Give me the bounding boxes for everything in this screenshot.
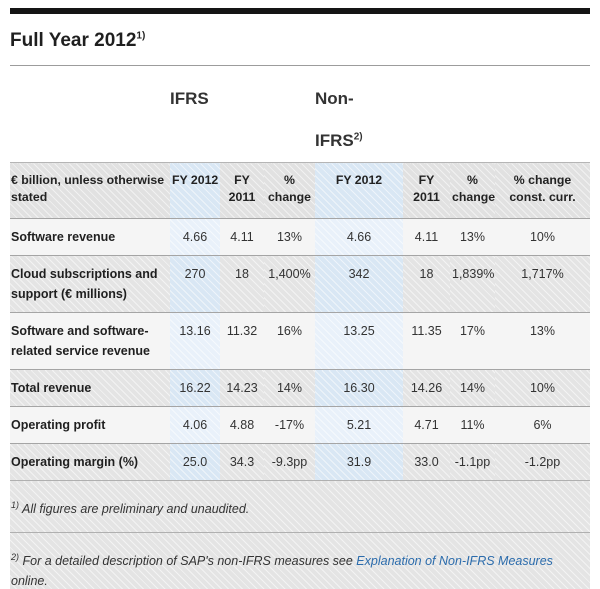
table-row-total-revenue: Total revenue 16.22 14.23 14% 16.30 14.2… xyxy=(10,369,590,407)
cell-value: 10% xyxy=(495,218,590,256)
row-label: Operating margin (%) xyxy=(10,443,170,481)
cell-value: 16.30 xyxy=(315,369,403,407)
cell-value: 18 xyxy=(403,255,450,313)
cell-value: 1,839% xyxy=(450,255,495,313)
cell-value: 25.0 xyxy=(170,443,220,481)
page-title-footnote-marker: 1) xyxy=(136,30,146,42)
footnote-1: 1) All figures are preliminary and unaud… xyxy=(10,480,590,533)
group-header-row: IFRS Non-IFRS2) xyxy=(10,66,590,163)
row-label: Operating profit xyxy=(10,406,170,444)
row-label: Total revenue xyxy=(10,369,170,407)
cell-value: -17% xyxy=(264,406,315,444)
group-header-ifrs: IFRS xyxy=(170,89,209,108)
page-title: Full Year 20121) xyxy=(10,14,590,66)
cell-value: 13.25 xyxy=(315,312,403,370)
cell-value: 4.71 xyxy=(403,406,450,444)
cell-value: 4.06 xyxy=(170,406,220,444)
footnote-1-row: 1) All figures are preliminary and unaud… xyxy=(10,480,590,533)
column-header-fy2011-ifrs: FY 2011 xyxy=(220,162,264,219)
cell-value: 14% xyxy=(450,369,495,407)
table-row-cloud-subscriptions: Cloud subscriptions and support (€ milli… xyxy=(10,255,590,313)
cell-value: 4.66 xyxy=(315,218,403,256)
cell-value: 14.26 xyxy=(403,369,450,407)
column-header-pct-change-const-curr: % change const. curr. xyxy=(495,162,590,219)
column-header-pct-change-ifrs: % change xyxy=(264,162,315,219)
row-label: Cloud subscriptions and support (€ milli… xyxy=(10,255,170,313)
footnote-1-text: All figures are preliminary and unaudite… xyxy=(22,502,250,517)
column-header-fy2012-nonifrs: FY 2012 xyxy=(315,162,403,219)
cell-value: 4.11 xyxy=(220,218,264,256)
cell-value: 13.16 xyxy=(170,312,220,370)
table-row-software-revenue: Software revenue 4.66 4.11 13% 4.66 4.11… xyxy=(10,218,590,256)
cell-value: -9.3pp xyxy=(264,443,315,481)
footnote-2-text-before: For a detailed description of SAP's non-… xyxy=(22,554,357,569)
cell-value: 17% xyxy=(450,312,495,370)
cell-value: -1.1pp xyxy=(450,443,495,481)
column-header-label: € billion, unless otherwise stated xyxy=(10,162,170,219)
cell-value: -1.2pp xyxy=(495,443,590,481)
footnote-2: 2) For a detailed description of SAP's n… xyxy=(10,532,590,589)
cell-value: 6% xyxy=(495,406,590,444)
column-header-fy2012-ifrs: FY 2012 xyxy=(170,162,220,219)
footnote-2-text-after: online. xyxy=(11,574,48,589)
cell-value: 11.32 xyxy=(220,312,264,370)
table-row-software-and-related: Software and software-related service re… xyxy=(10,312,590,370)
footnote-2-marker: 2) xyxy=(11,552,20,563)
top-divider-bar xyxy=(10,8,590,14)
group-header-spacer xyxy=(10,66,170,163)
footnote-1-marker: 1) xyxy=(11,500,20,510)
cell-value: 11.35 xyxy=(403,312,450,370)
cell-value: 4.11 xyxy=(403,218,450,256)
row-label: Software and software-related service re… xyxy=(10,312,170,370)
non-ifrs-footnote-marker: 2) xyxy=(353,131,363,143)
cell-value: 14.23 xyxy=(220,369,264,407)
table-row-operating-profit: Operating profit 4.06 4.88 -17% 5.21 4.7… xyxy=(10,406,590,444)
cell-value: 16.22 xyxy=(170,369,220,407)
table-row-operating-margin: Operating margin (%) 25.0 34.3 -9.3pp 31… xyxy=(10,443,590,481)
footnote-2-row: 2) For a detailed description of SAP's n… xyxy=(10,532,590,589)
cell-value: 10% xyxy=(495,369,590,407)
cell-value: 270 xyxy=(170,255,220,313)
page-content: Full Year 20121) IFRS Non-IFRS2) € billi… xyxy=(10,8,590,589)
cell-value: 13% xyxy=(450,218,495,256)
cell-value: 4.88 xyxy=(220,406,264,444)
cell-value: 1,400% xyxy=(264,255,315,313)
results-table: IFRS Non-IFRS2) € billion, unless otherw… xyxy=(10,66,590,589)
cell-value: 33.0 xyxy=(403,443,450,481)
page-title-text: Full Year 2012 xyxy=(10,30,137,51)
row-label: Software revenue xyxy=(10,218,170,256)
cell-value: 13% xyxy=(264,218,315,256)
group-header-non-ifrs: Non-IFRS2) xyxy=(315,89,363,150)
cell-value: 18 xyxy=(220,255,264,313)
column-header-fy2011-nonifrs: FY 2011 xyxy=(403,162,450,219)
non-ifrs-measures-link[interactable]: Explanation of Non-IFRS Measures xyxy=(356,554,553,569)
cell-value: 1,717% xyxy=(495,255,590,313)
cell-value: 13% xyxy=(495,312,590,370)
cell-value: 5.21 xyxy=(315,406,403,444)
cell-value: 14% xyxy=(264,369,315,407)
column-header-row: € billion, unless otherwise stated FY 20… xyxy=(10,162,590,219)
cell-value: 16% xyxy=(264,312,315,370)
cell-value: 342 xyxy=(315,255,403,313)
column-header-pct-change-nonifrs: % change xyxy=(450,162,495,219)
cell-value: 4.66 xyxy=(170,218,220,256)
cell-value: 11% xyxy=(450,406,495,444)
cell-value: 31.9 xyxy=(315,443,403,481)
cell-value: 34.3 xyxy=(220,443,264,481)
